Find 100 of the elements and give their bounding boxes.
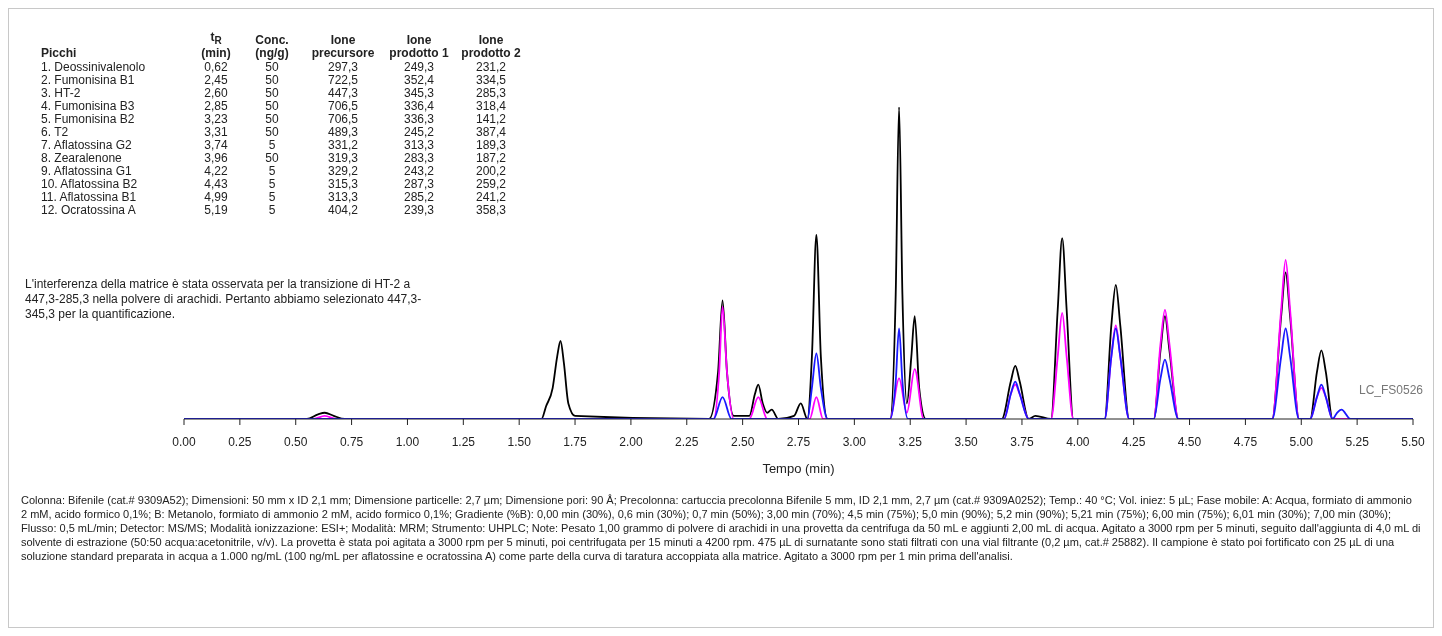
annotation: 50 — [264, 151, 280, 166]
annotation: 331,2 — [327, 138, 359, 153]
annotation: 5 — [267, 164, 277, 179]
text: 50 — [264, 73, 280, 88]
annotation: 358,3 — [475, 203, 507, 218]
text: Picchi — [41, 46, 78, 61]
annotation: 239,3 — [403, 203, 435, 218]
annotation: 50 — [264, 99, 280, 114]
x-axis-title: Tempo (min) — [762, 461, 835, 476]
x-tick-label: 3.25 — [898, 434, 923, 449]
text: 9. Aflatossina G1 — [41, 164, 133, 179]
text: 50 — [264, 60, 280, 75]
text: 6. T2 — [41, 125, 70, 140]
x-tick-label: 0.50 — [284, 434, 308, 449]
text: Ione precursore — [310, 33, 376, 61]
annotation: 3,96 — [203, 151, 229, 166]
x-tick-label: 4.50 — [1177, 434, 1202, 449]
text: t$_{R}$ (min) — [200, 30, 232, 61]
x-tick-label: 1.50 — [507, 434, 532, 449]
text: 249,3 — [403, 60, 435, 75]
annotation: 313,3 — [403, 138, 435, 153]
annotation: 5 — [267, 190, 277, 205]
text: 334,5 — [475, 73, 507, 88]
text: Ione prodotto 2 — [460, 33, 522, 61]
x-tick-label: 1.00 — [395, 434, 420, 449]
text: 3. HT-2 — [41, 86, 82, 101]
text: 2,60 — [203, 86, 229, 101]
x-tick-label: 0.25 — [228, 434, 252, 449]
annotation: 319,3 — [327, 151, 359, 166]
text: 0,62 — [203, 60, 229, 75]
text: 4. Fumonisina B3 — [41, 99, 136, 114]
text: Conc. (ng/g) — [254, 33, 290, 61]
x-tick-label: 5.00 — [1289, 434, 1314, 449]
x-tick-label: 4.00 — [1066, 434, 1090, 449]
annotation: 329,2 — [327, 164, 359, 179]
annotation: 287,3 — [403, 177, 435, 192]
text: 10. Aflatossina B2 — [41, 177, 139, 192]
annotation: 5 — [267, 203, 277, 218]
annotation: 336,3 — [403, 112, 435, 127]
annotation: 706,5 — [327, 99, 359, 114]
x-tick-label: 0.00 — [172, 434, 196, 449]
x-tick-label: 0.75 — [339, 434, 364, 449]
text: 345,3 — [403, 86, 435, 101]
x-tick-label: 5.50 — [1401, 434, 1425, 449]
text: 352,4 — [403, 73, 435, 88]
annotation: 241,2 — [475, 190, 507, 205]
x-tick-label: 2.00 — [619, 434, 643, 449]
annotation: 3,31 — [203, 125, 229, 140]
text: 7. Aflatossina G2 — [41, 138, 133, 153]
annotation: L'interferenza della matrice è stata osservata per la transizione di HT-2 a 447,3-285,3 nella polvere di arachidi. Pertanto abbiamo selezionato 447,3-345,3 per la quantificazione. — [25, 277, 423, 322]
annotation: 3,74 — [203, 138, 229, 153]
annotation: 5 — [267, 177, 277, 192]
text: 11. Aflatossina B1 — [41, 190, 138, 205]
annotation: 2,85 — [203, 99, 229, 114]
annotation: 4,22 — [203, 164, 229, 179]
x-tick-label: 2.75 — [786, 434, 811, 449]
text: 1. Deossinivalenolo — [41, 60, 147, 75]
text: 5. Fumonisina B2 — [41, 112, 136, 127]
annotation: 4,99 — [203, 190, 229, 205]
annotation: 50 — [264, 125, 280, 140]
annotation: 245,2 — [403, 125, 435, 140]
x-tick-label: 1.75 — [563, 434, 588, 449]
annotation: 706,5 — [327, 112, 359, 127]
x-tick-label: 3.75 — [1010, 434, 1034, 449]
annotation: 313,3 — [327, 190, 359, 205]
text: 447,3 — [327, 86, 359, 101]
annotation: 489,3 — [327, 125, 359, 140]
x-tick-label: 5.25 — [1345, 434, 1370, 449]
annotation: 387,4 — [475, 125, 507, 140]
annotation: 315,3 — [327, 177, 359, 192]
text: 12. Ocratossina A — [41, 203, 137, 218]
annotation: 318,4 — [475, 99, 507, 114]
text: Ione prodotto 1 — [388, 33, 450, 61]
x-tick-label: 4.25 — [1122, 434, 1146, 449]
text: 285,3 — [475, 86, 507, 101]
annotation: 3,23 — [203, 112, 229, 127]
annotation: 141,2 — [475, 112, 507, 127]
annotation: 50 — [264, 112, 280, 127]
annotation: 404,2 — [327, 203, 359, 218]
text: 50 — [264, 86, 280, 101]
text: 231,2 — [475, 60, 507, 75]
annotation: 243,2 — [403, 164, 435, 179]
x-tick-label: 3.00 — [842, 434, 867, 449]
text: 722,5 — [327, 73, 359, 88]
annotation: 187,2 — [475, 151, 507, 166]
annotation: 189,3 — [475, 138, 507, 153]
x-tick-label: 2.50 — [730, 434, 755, 449]
annotation: 283,3 — [403, 151, 435, 166]
x-tick-label: 2.25 — [675, 434, 699, 449]
annotation: LC_FS0526 — [1358, 383, 1423, 397]
annotation: 4,43 — [203, 177, 229, 192]
text: Colonna: Bifenile (cat.# 9309A52); Dimensioni: 50 mm x ID 2,1 mm; Dimensione particelle: 2,7 µm; Dimensione pori: 90 Å; Precolonna: cartuccia precolonna Bifenile 5 mm, ID 2,1 mm, 2,7 µm (cat.# 9309A0252); Temp.: 40 °C; Vol. iniez: 5 µL; Fase mobile: A: Acqua, formiato di ammonio 2 mM, acido formico 0,1%; B: Metanolo, formiato di ammonio 2 mM, acido formico 0,1%; Gradiente (%B): 0,00 min (30%), 0,6 min (30%); 0,7 min (50%); 3,00 min (70%); 4,5 min (75%); 5,0 min (90%); 5,2 min (90%); 5,21 min (75%); 6,00 min (75%); 6,01 min (30%); 7,00 min (30%); Flusso: 0,5 mL/min; Detector: MS/MS; Modalità ionizzazione: ESI+; Modalità: MRM; Strumento: UHPLC; Note: Pesato 1,00 grammo di polvere di arachidi in una provetta da centrifuga da 50 mL e aggiunti 2,00 mL di acqua. Agitato a 3000 rpm per 5 minuti, seguito dall'aggiunta di 4,0 mL di solvente di estrazione (50:50 acqua:acetonitrile, v/v). La provetta è stata poi agitata a 3000 rpm per 5 minuti, poi centrifugata per 15 minuti a 4200 rpm. 475 µL di surnatante sono stati filtrati con una vial filtrante (0,2 µm, cat.# 25882). Il campione è stato poi fortificato con 25 µL di una soluzione standard preparata in acqua a 1.000 ng/mL (100 ng/mL per aflatossine e ocratossina A) come parte della curva di taratura accoppiata alla matrice. Agitato a 3000 rpm per 1 min prima dell'analisi. — [21, 493, 1421, 563]
text: 2. Fumonisina B1 — [41, 73, 136, 88]
x-tick-label: 1.25 — [451, 434, 476, 449]
annotation: 336,4 — [403, 99, 435, 114]
text: 2,45 — [203, 73, 229, 88]
text: 297,3 — [327, 60, 359, 75]
annotation: 285,2 — [403, 190, 435, 205]
x-tick-label: 3.50 — [954, 434, 979, 449]
text: 8. Zearalenone — [41, 151, 123, 166]
